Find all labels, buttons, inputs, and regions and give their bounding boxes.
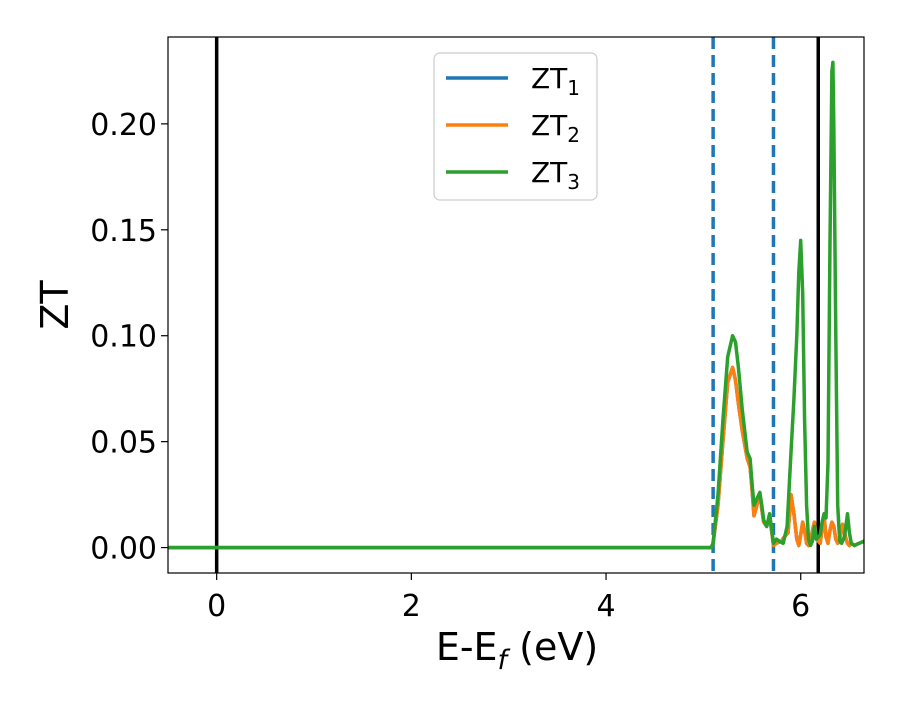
legend-label-zt2: ZT2 [531,109,580,147]
legend: ZT1 ZT2 ZT3 [433,52,598,201]
y-axis-label: ZT [33,280,77,330]
plot-frame [167,36,865,574]
y-tick-label: 0.10 [90,320,157,355]
plot-area [167,36,865,574]
series-lines [168,60,864,550]
reference-lines [214,37,820,573]
x-tick-label: 6 [791,589,810,624]
y-tick-label: 0.00 [90,532,157,567]
x-tick-label: 2 [402,589,421,624]
y-axis: 0.00 0.05 0.10 0.15 0.20 [90,108,168,567]
x-axis: 0 2 4 6 [207,573,810,624]
series-line-zt3 [168,60,864,550]
series-line-zt1 [168,365,864,550]
x-axis-label: E-Ef (eV) [436,625,598,676]
y-tick-label: 0.15 [90,214,157,249]
y-tick-label: 0.05 [90,426,157,461]
legend-box [433,52,598,201]
x-tick-label: 0 [207,589,226,624]
legend-label-zt3: ZT3 [531,156,580,194]
series-line-zt2 [168,365,864,550]
legend-label-zt1: ZT1 [531,62,580,100]
x-tick-label: 4 [596,589,615,624]
y-tick-label: 0.20 [90,108,157,143]
